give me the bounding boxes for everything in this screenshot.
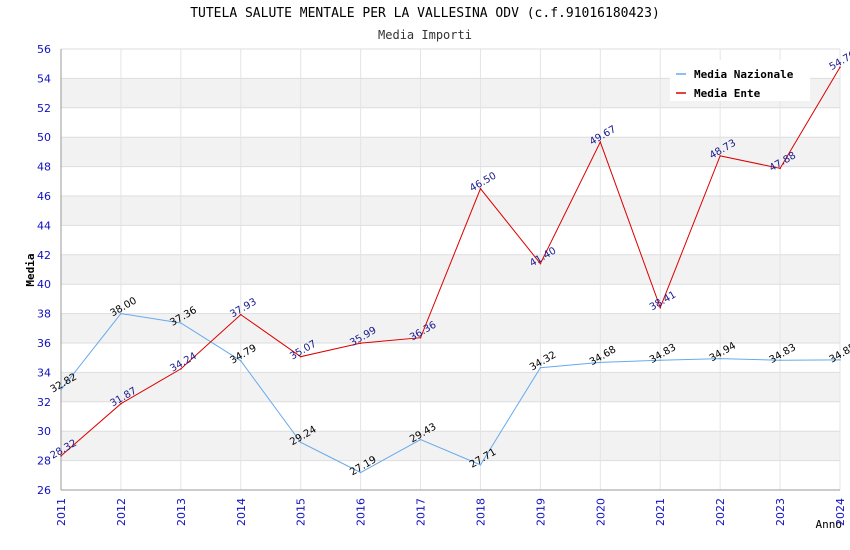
data-point xyxy=(479,187,482,190)
y-tick-label: 32 xyxy=(37,396,51,409)
data-point xyxy=(719,155,721,157)
data-point xyxy=(839,66,841,69)
y-tick-label: 26 xyxy=(37,484,51,497)
y-tick-label: 44 xyxy=(37,219,51,232)
data-point xyxy=(599,361,602,364)
y-tick-label: 54 xyxy=(37,72,51,85)
data-point xyxy=(60,388,62,391)
y-axis-title: Media xyxy=(24,253,37,286)
grid-band xyxy=(61,254,840,285)
x-tick-label: 2014 xyxy=(235,498,248,526)
y-tick-label: 38 xyxy=(37,308,51,321)
data-point xyxy=(239,313,242,316)
chart-subtitle: Media Importi xyxy=(378,28,472,42)
data-point xyxy=(659,359,662,361)
x-tick-label: 2011 xyxy=(55,498,68,526)
grid-band xyxy=(61,313,840,343)
chart-title: TUTELA SALUTE MENTALE PER LA VALLESINA O… xyxy=(190,6,660,21)
data-point xyxy=(60,455,62,457)
x-tick-label: 2015 xyxy=(295,498,308,526)
data-point xyxy=(419,336,422,339)
data-point xyxy=(180,368,182,370)
data-label: 38.41 xyxy=(648,289,678,313)
data-label: 54.76 xyxy=(828,49,850,73)
y-tick-label: 30 xyxy=(37,425,51,438)
y-tick-label: 40 xyxy=(37,278,51,291)
legend-box xyxy=(670,60,810,101)
x-tick-label: 2012 xyxy=(115,498,128,526)
y-tick-label: 28 xyxy=(37,455,51,468)
data-point xyxy=(839,359,841,361)
x-tick-label: 2022 xyxy=(714,498,727,526)
legend-entry: Media Nazionale xyxy=(694,68,794,81)
data-point xyxy=(779,359,781,361)
data-point xyxy=(719,357,721,360)
data-point xyxy=(419,438,422,441)
data-label: 34.68 xyxy=(588,344,618,368)
data-point xyxy=(359,471,362,474)
data-point xyxy=(299,441,302,444)
y-tick-label: 42 xyxy=(37,249,51,262)
data-label: 34.79 xyxy=(228,343,258,367)
data-point xyxy=(539,262,542,265)
y-tick-label: 52 xyxy=(37,102,51,115)
series-group xyxy=(60,66,841,474)
grid-band xyxy=(61,196,840,226)
x-tick-label: 2017 xyxy=(415,498,428,526)
y-tick-label: 50 xyxy=(37,131,51,144)
x-axis-title: Anno xyxy=(816,518,843,531)
series-line-0 xyxy=(60,313,841,474)
grid-band xyxy=(61,137,840,167)
legend-entry: Media Ente xyxy=(694,87,761,100)
x-tick-label: 2023 xyxy=(774,498,787,526)
data-point xyxy=(599,141,602,143)
data-label: 34.85 xyxy=(828,342,850,366)
data-point xyxy=(359,342,362,344)
data-label: 34.24 xyxy=(168,351,198,375)
x-tick-label: 2013 xyxy=(175,498,188,526)
axes: 26 28 30 32 34 36 38 40 42 44 46 48 50 52 54 56 2011 2012… xyxy=(24,43,847,531)
data-point xyxy=(120,402,122,405)
y-tick-label: 36 xyxy=(37,337,51,350)
data-label: 34.32 xyxy=(528,350,558,374)
grid-band xyxy=(61,431,840,461)
legend: Media Nazionale Media Ente xyxy=(670,60,810,101)
grid-bands xyxy=(61,78,840,461)
x-tick-label: 2016 xyxy=(355,498,368,526)
x-tick-label: 2024 xyxy=(834,498,847,526)
data-point xyxy=(180,322,182,324)
data-point xyxy=(779,167,781,170)
data-point xyxy=(479,464,482,466)
data-point xyxy=(539,366,542,369)
data-point xyxy=(120,312,122,315)
data-label: 34.83 xyxy=(648,342,678,366)
series-line-1 xyxy=(60,66,841,457)
y-tick-label: 48 xyxy=(37,161,51,174)
x-tick-label: 2021 xyxy=(654,498,667,526)
y-tick-label: 56 xyxy=(37,43,51,56)
data-point xyxy=(299,355,302,358)
grid-band xyxy=(61,372,840,402)
data-point xyxy=(659,306,662,309)
data-label: 34.94 xyxy=(708,340,738,364)
x-tick-label: 2019 xyxy=(534,498,547,526)
x-tick-label: 2020 xyxy=(594,498,607,526)
x-tick-label: 2018 xyxy=(474,498,487,526)
data-point xyxy=(239,359,242,362)
y-tick-label: 34 xyxy=(37,366,51,379)
y-tick-label: 46 xyxy=(37,190,51,203)
data-label: 34.83 xyxy=(768,342,798,366)
data-label: 46.50 xyxy=(468,171,498,195)
